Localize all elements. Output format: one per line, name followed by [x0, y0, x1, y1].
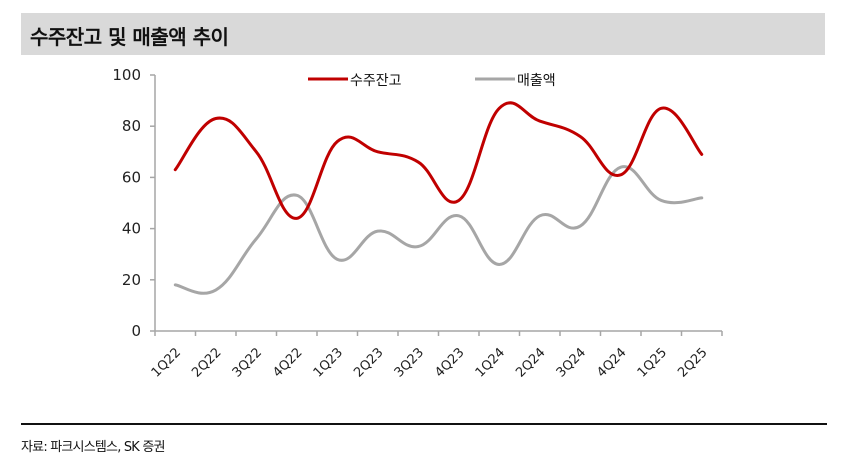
legend: 수주잔고 매출액 [308, 73, 556, 89]
x-tick-label: 1Q22 [149, 345, 184, 380]
legend-label-revenue: 매출액 [517, 73, 556, 89]
y-tick-label: 80 [122, 117, 141, 135]
source-note: 자료: 파크시스템스, SK 증권 [21, 440, 165, 455]
x-tick-label: 2Q22 [189, 345, 224, 380]
x-tick-label: 3Q24 [554, 345, 589, 380]
x-tick-label: 2Q23 [351, 345, 386, 380]
y-tick-label: 60 [122, 168, 141, 186]
y-tick-label: 40 [122, 220, 141, 238]
axes: 0 20 40 60 80 100 1Q22 2Q22 3Q22 4Q22 1Q23 2Q23 3Q23… [112, 66, 723, 381]
x-tick-label: 4Q24 [594, 345, 629, 380]
x-tick-label: 2Q25 [675, 345, 710, 380]
legend-label-backlog: 수주잔고 [350, 73, 402, 89]
x-tick-label: 1Q23 [311, 345, 346, 380]
chart-title-bar: 수주잔고 및 매출액 추이 [21, 13, 825, 55]
x-tick-label: 3Q22 [230, 345, 265, 380]
y-tick-label: 20 [122, 271, 141, 289]
x-tick-label: 4Q23 [432, 345, 467, 380]
x-tick-label: 4Q22 [270, 345, 305, 380]
y-tick-label: 100 [112, 66, 141, 84]
y-tick-label: 0 [131, 322, 141, 340]
chart-title: 수주잔고 및 매출액 추이 [30, 25, 229, 49]
x-tick-label: 1Q24 [473, 345, 508, 380]
x-tick-label: 1Q25 [635, 345, 670, 380]
line-chart: 0 20 40 60 80 100 1Q22 2Q22 3Q22 4Q22 1Q23 2Q23 3Q23… [112, 66, 723, 381]
revenue-line [173, 165, 704, 295]
series-lines [173, 101, 704, 295]
x-tick-label: 2Q24 [513, 345, 548, 380]
x-tick-label: 3Q23 [392, 345, 427, 380]
backlog-line [173, 101, 704, 220]
footer-divider [21, 423, 827, 425]
